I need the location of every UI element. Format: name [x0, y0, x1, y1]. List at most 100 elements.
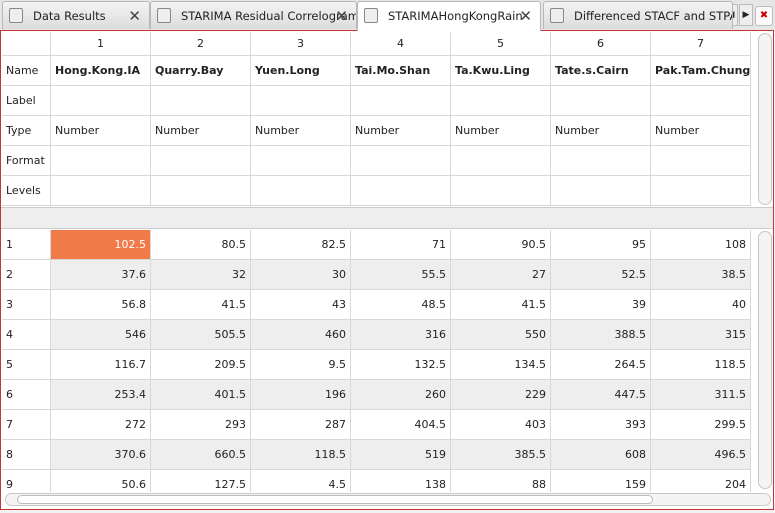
meta-cell[interactable]: Number: [151, 116, 251, 146]
data-cell[interactable]: 272: [51, 410, 151, 440]
data-cell[interactable]: 95: [551, 230, 651, 260]
tab-close[interactable]: ✕: [519, 7, 532, 25]
data-cell[interactable]: 403: [451, 410, 551, 440]
meta-cell[interactable]: Number: [251, 116, 351, 146]
data-cell[interactable]: 519: [351, 440, 451, 470]
data-cell[interactable]: 316: [351, 320, 451, 350]
meta-cell[interactable]: Hong.Kong.IA: [51, 56, 151, 86]
data-cell[interactable]: 43: [251, 290, 351, 320]
data-cell[interactable]: 56.8: [51, 290, 151, 320]
selected-cell[interactable]: 102.5: [51, 230, 151, 260]
data-cell[interactable]: 27: [451, 260, 551, 290]
meta-cell[interactable]: [251, 86, 351, 116]
data-cell[interactable]: 82.5: [251, 230, 351, 260]
data-cell[interactable]: 460: [251, 320, 351, 350]
scrollbar-thumb[interactable]: [17, 495, 653, 504]
data-cell[interactable]: 660.5: [151, 440, 251, 470]
data-cell[interactable]: 88: [451, 470, 551, 492]
meta-cell[interactable]: Pak.Tam.Chung: [651, 56, 751, 86]
meta-cell[interactable]: [151, 146, 251, 176]
meta-cell[interactable]: [351, 146, 451, 176]
data-cell[interactable]: 41.5: [451, 290, 551, 320]
meta-cell[interactable]: [151, 176, 251, 206]
data-cell[interactable]: 41.5: [151, 290, 251, 320]
meta-cell[interactable]: [151, 86, 251, 116]
scrollbar-vertical[interactable]: [758, 33, 772, 205]
meta-cell[interactable]: Ta.Kwu.Ling: [451, 56, 551, 86]
data-cell[interactable]: 550: [451, 320, 551, 350]
data-cell[interactable]: 385.5: [451, 440, 551, 470]
tab[interactable]: Data Results ✕: [2, 1, 150, 29]
meta-cell[interactable]: Tai.Mo.Shan: [351, 56, 451, 86]
tab[interactable]: STARIMAHongKongRain ✕: [357, 1, 541, 31]
meta-cell[interactable]: [51, 86, 151, 116]
data-cell[interactable]: 4.5: [251, 470, 351, 492]
data-cell[interactable]: 393: [551, 410, 651, 440]
tab[interactable]: STARIMA Residual Correlograms ✕: [150, 1, 357, 29]
data-cell[interactable]: 546: [51, 320, 151, 350]
meta-cell[interactable]: Number: [51, 116, 151, 146]
meta-cell[interactable]: [451, 86, 551, 116]
data-cell[interactable]: 55.5: [351, 260, 451, 290]
tab[interactable]: Differenced STACF and STPAC: [543, 1, 733, 29]
data-cell[interactable]: 299.5: [651, 410, 751, 440]
data-cell[interactable]: 404.5: [351, 410, 451, 440]
data-cell[interactable]: 370.6: [51, 440, 151, 470]
data-cell[interactable]: 32: [151, 260, 251, 290]
meta-cell[interactable]: Quarry.Bay: [151, 56, 251, 86]
data-cell[interactable]: 52.5: [551, 260, 651, 290]
tab-close[interactable]: ✕: [128, 7, 141, 25]
data-cell[interactable]: 293: [151, 410, 251, 440]
meta-cell[interactable]: Yuen.Long: [251, 56, 351, 86]
meta-cell[interactable]: [551, 146, 651, 176]
data-cell[interactable]: 48.5: [351, 290, 451, 320]
data-cell[interactable]: 260: [351, 380, 451, 410]
data-cell[interactable]: 315: [651, 320, 751, 350]
data-cell[interactable]: 118.5: [251, 440, 351, 470]
data-cell[interactable]: 209.5: [151, 350, 251, 380]
meta-cell[interactable]: Tate.s.Cairn: [551, 56, 651, 86]
data-cell[interactable]: 204: [651, 470, 751, 492]
data-cell[interactable]: 138: [351, 470, 451, 492]
meta-cell[interactable]: [251, 176, 351, 206]
meta-cell[interactable]: [451, 176, 551, 206]
meta-cell[interactable]: [651, 146, 751, 176]
meta-cell[interactable]: [251, 146, 351, 176]
data-cell[interactable]: 9.5: [251, 350, 351, 380]
data-cell[interactable]: 50.6: [51, 470, 151, 492]
tab-menu-button[interactable]: ✖: [755, 6, 773, 26]
splitter[interactable]: [1, 207, 773, 229]
data-cell[interactable]: 127.5: [151, 470, 251, 492]
data-cell[interactable]: 264.5: [551, 350, 651, 380]
data-cell[interactable]: 496.5: [651, 440, 751, 470]
data-cell[interactable]: 134.5: [451, 350, 551, 380]
data-cell[interactable]: 116.7: [51, 350, 151, 380]
meta-cell[interactable]: [651, 86, 751, 116]
data-cell[interactable]: 159: [551, 470, 651, 492]
meta-cell[interactable]: [651, 176, 751, 206]
meta-cell[interactable]: [551, 86, 651, 116]
meta-cell[interactable]: [351, 86, 451, 116]
meta-cell[interactable]: [451, 146, 551, 176]
meta-cell[interactable]: Number: [551, 116, 651, 146]
meta-cell[interactable]: [551, 176, 651, 206]
data-cell[interactable]: 505.5: [151, 320, 251, 350]
meta-cell[interactable]: [351, 176, 451, 206]
scrollbar-vertical[interactable]: [758, 231, 772, 489]
data-cell[interactable]: 39: [551, 290, 651, 320]
data-cell[interactable]: 37.6: [51, 260, 151, 290]
data-cell[interactable]: 40: [651, 290, 751, 320]
meta-cell[interactable]: [51, 146, 151, 176]
data-cell[interactable]: 108: [651, 230, 751, 260]
meta-cell[interactable]: Number: [651, 116, 751, 146]
data-cell[interactable]: 608: [551, 440, 651, 470]
data-cell[interactable]: 229: [451, 380, 551, 410]
meta-cell[interactable]: Number: [451, 116, 551, 146]
data-cell[interactable]: 196: [251, 380, 351, 410]
meta-cell[interactable]: Number: [351, 116, 451, 146]
data-cell[interactable]: 447.5: [551, 380, 651, 410]
data-cell[interactable]: 38.5: [651, 260, 751, 290]
data-cell[interactable]: 118.5: [651, 350, 751, 380]
data-cell[interactable]: 80.5: [151, 230, 251, 260]
data-cell[interactable]: 71: [351, 230, 451, 260]
